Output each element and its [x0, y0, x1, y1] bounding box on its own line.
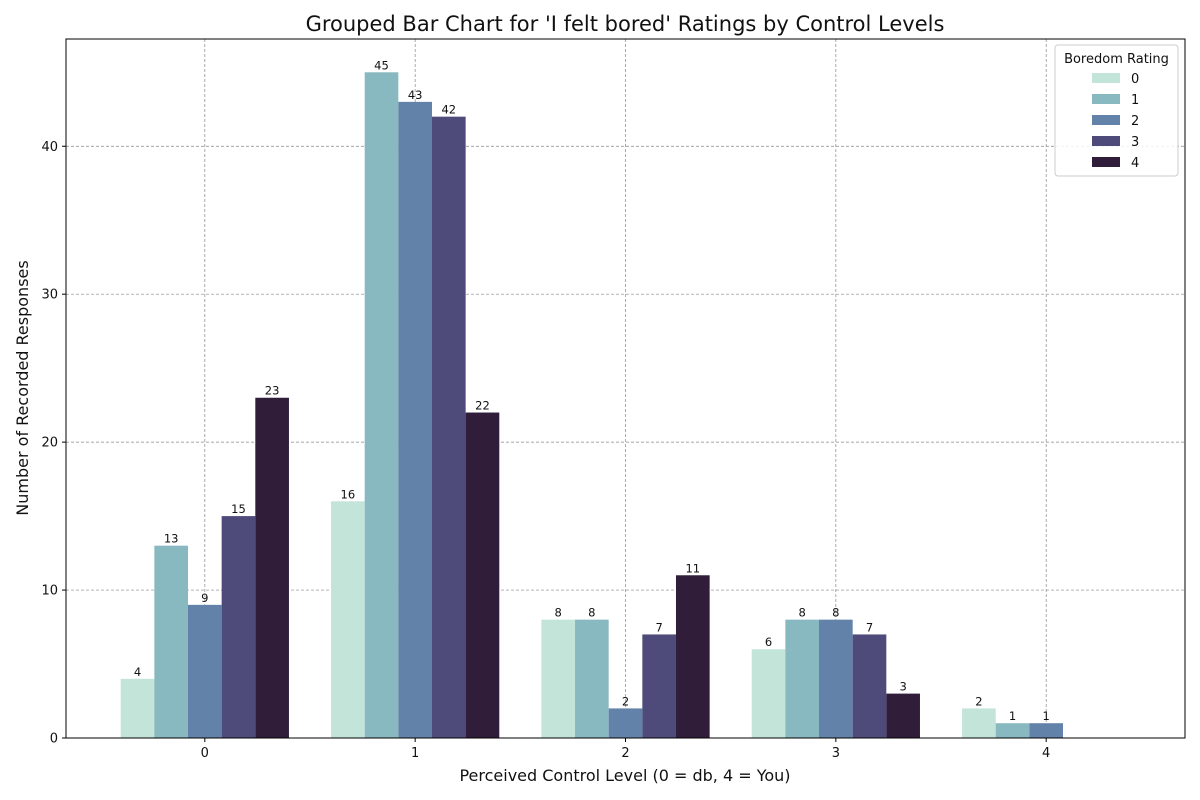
- bar-rating-2-level-4: [1029, 723, 1064, 738]
- bar-rating-4-level-0: [255, 397, 289, 738]
- bar-value-label: 13: [164, 532, 179, 546]
- legend-label-4: 4: [1131, 156, 1139, 171]
- bar-rating-2-level-2: [608, 708, 643, 738]
- bar-rating-1-level-1: [364, 72, 399, 739]
- bar-value-label: 7: [866, 620, 873, 634]
- bar-value-label: 42: [441, 103, 456, 117]
- bar-value-label: 6: [765, 635, 772, 649]
- bar-rating-2-level-1: [398, 101, 432, 738]
- y-tick-label: 10: [41, 584, 58, 599]
- y-tick-label: 0: [50, 732, 58, 747]
- x-axis-label: Perceived Control Level (0 = db, 4 = You…: [459, 766, 790, 785]
- legend-swatch-4: [1092, 157, 1120, 167]
- bar-value-label: 8: [555, 606, 562, 620]
- legend-swatch-1: [1092, 94, 1120, 104]
- bar-value-label: 7: [655, 620, 662, 634]
- bar-value-label: 22: [475, 399, 490, 413]
- bar-rating-0-level-4: [962, 708, 996, 738]
- bar-value-label: 1: [1043, 709, 1050, 723]
- legend-swatch-2: [1092, 115, 1120, 125]
- bar-value-label: 15: [231, 502, 246, 516]
- bar-rating-1-level-0: [154, 545, 188, 738]
- bar-value-label: 23: [265, 384, 280, 398]
- bar-value-label: 8: [832, 606, 839, 620]
- bar-rating-4-level-3: [886, 693, 920, 738]
- legend-box: [1054, 44, 1179, 177]
- bar-rating-3-level-2: [642, 634, 676, 738]
- bar-rating-2-level-3: [819, 619, 853, 738]
- bar-value-label: 8: [588, 606, 595, 620]
- x-tick-label: 4: [1042, 746, 1050, 761]
- bar-rating-2-level-0: [187, 604, 222, 738]
- bar-value-label: 16: [341, 487, 356, 501]
- bar-value-label: 43: [408, 88, 423, 102]
- bar-rating-3-level-1: [431, 116, 466, 738]
- bar-rating-4-level-2: [675, 575, 710, 738]
- bar-rating-4-level-1: [465, 412, 500, 738]
- bars: [120, 72, 1064, 739]
- bar-rating-1-level-2: [575, 619, 609, 738]
- legend-label-2: 2: [1131, 114, 1139, 129]
- x-axis-ticks: 0 1 2 3 4: [201, 738, 1050, 761]
- y-axis-label: Number of Recorded Responses: [13, 260, 32, 515]
- y-tick-label: 30: [41, 288, 58, 303]
- bar-value-label: 4: [134, 665, 141, 679]
- y-axis-ticks: 0 10 20 30 40: [41, 140, 66, 747]
- legend-title: Boredom Rating: [1064, 52, 1169, 67]
- bar-value-label: 2: [975, 694, 982, 708]
- bar-value-label: 11: [685, 561, 700, 575]
- x-tick-label: 3: [832, 746, 840, 761]
- legend-label-3: 3: [1131, 135, 1139, 150]
- legend-swatch-0: [1092, 73, 1120, 83]
- y-tick-label: 40: [41, 140, 58, 155]
- x-tick-label: 1: [411, 746, 419, 761]
- bar-rating-0-level-1: [331, 501, 365, 738]
- legend: Boredom Rating 0 1 2 3 4: [1054, 44, 1179, 177]
- bar-value-label: 45: [374, 58, 389, 72]
- bar-value-labels: 4 16 8 6 2 13 45 8 8 1 9 43 2 8 1 15 42 7 7 23 22 11 3: [134, 58, 1050, 723]
- bar-value-label: 9: [201, 591, 208, 605]
- bar-value-label: 2: [622, 694, 629, 708]
- bar-rating-0-level-0: [120, 678, 155, 738]
- legend-label-0: 0: [1131, 72, 1139, 87]
- bar-rating-3-level-3: [852, 634, 887, 738]
- legend-swatch-3: [1092, 136, 1120, 146]
- bar-value-label: 3: [899, 680, 906, 694]
- bar-rating-3-level-0: [221, 516, 256, 738]
- chart-title: Grouped Bar Chart for 'I felt bored' Rat…: [306, 12, 945, 36]
- bar-value-label: 1: [1009, 709, 1016, 723]
- bar-rating-0-level-3: [751, 649, 786, 738]
- bar-rating-1-level-4: [995, 723, 1030, 738]
- legend-items: 0 1 2 3 4: [1092, 72, 1139, 171]
- legend-label-1: 1: [1131, 93, 1139, 108]
- x-tick-label: 2: [621, 746, 629, 761]
- y-tick-label: 20: [41, 436, 58, 451]
- bar-rating-0-level-2: [541, 619, 576, 738]
- bar-rating-1-level-3: [785, 619, 820, 738]
- bar-value-label: 8: [799, 606, 806, 620]
- x-tick-label: 0: [201, 746, 209, 761]
